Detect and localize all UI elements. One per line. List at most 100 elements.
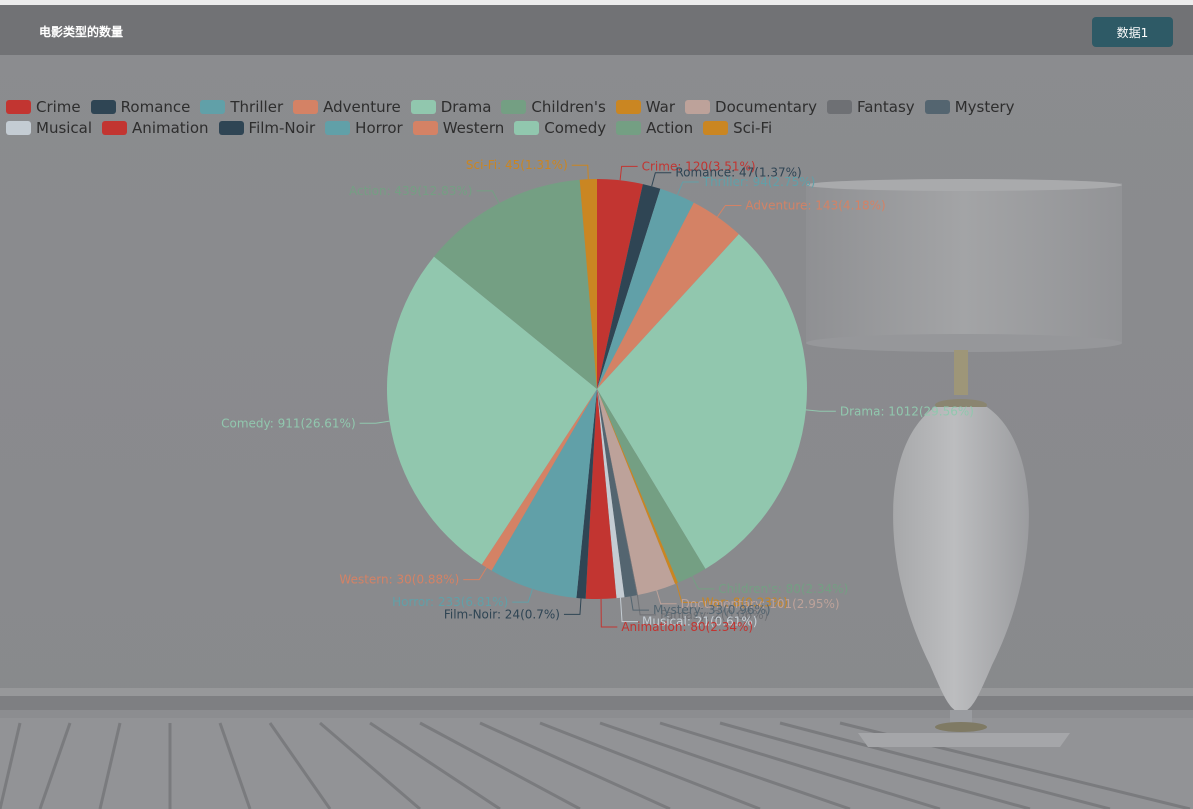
leader-line-adventure: [716, 204, 742, 218]
pie-slice-sci-fi[interactable]: [579, 179, 597, 389]
pie-slice-documentary[interactable]: [597, 389, 676, 596]
pie-slice-children-s[interactable]: [597, 389, 706, 583]
data-label-crime: Crime: 120(3.51%): [642, 159, 756, 173]
legend-item-romance[interactable]: Romance: [90, 97, 191, 116]
legend-label: Animation: [132, 118, 209, 137]
legend-item-drama[interactable]: Drama: [410, 98, 491, 116]
data-1-button[interactable]: 数据1: [1092, 17, 1173, 47]
legend-item-sci-fi[interactable]: Sci-Fi: [703, 119, 772, 137]
legend-label: Horror: [355, 118, 403, 137]
pie-slice-crime[interactable]: [597, 179, 643, 389]
legend-label: Western: [442, 118, 505, 137]
top-strip: [0, 0, 1193, 5]
leader-line-animation: [600, 598, 618, 628]
header-bar: 电影类型的数量 数据1: [0, 5, 1193, 55]
legend-item-crime[interactable]: Crime: [6, 98, 81, 116]
legend-item-war[interactable]: War: [615, 97, 676, 116]
legend-label: Sci-Fi: [733, 118, 773, 137]
chart-legend: Crime Romance Thriller Adventure Drama Childr…: [6, 96, 1014, 138]
legend-swatch: [6, 120, 31, 135]
legend-swatch: [218, 120, 244, 135]
leader-line-western: [463, 567, 488, 581]
data-label-thriller: Thriller: 94(2.75%): [702, 175, 816, 189]
leader-line-war: [676, 583, 698, 603]
pie-labels: Crime: 120(3.51%)Romance: 47(1.37%)Thril…: [221, 158, 974, 634]
legend-swatch: [826, 99, 852, 114]
legend-swatch: [685, 99, 711, 114]
legend-item-thriller[interactable]: Thriller: [200, 98, 283, 116]
leader-line-fantasy: [636, 595, 657, 616]
legend-swatch: [412, 120, 438, 135]
pie-slices: [386, 179, 807, 599]
leader-line-sci-fi: [571, 164, 589, 180]
leader-line-documentary: [656, 590, 677, 605]
pie-slice-adventure[interactable]: [597, 202, 739, 389]
data-label-adventure: Adventure: 143(4.18%): [745, 198, 885, 212]
legend-swatch: [924, 99, 950, 114]
pie-slice-comedy[interactable]: [386, 256, 597, 565]
leader-line-drama: [805, 409, 836, 412]
legend-label: War: [645, 97, 676, 116]
leader-line-romance: [651, 172, 672, 187]
legend-swatch: [703, 120, 729, 135]
pie-slice-animation[interactable]: [585, 389, 617, 599]
data-label-film-noir: Film-Noir: 24(0.7%): [444, 607, 560, 621]
legend-label: Comedy: [544, 118, 607, 137]
legend-label: Documentary: [715, 97, 817, 116]
legend-swatch: [410, 99, 436, 114]
leader-line-horror: [512, 588, 534, 603]
legend-swatch: [501, 99, 527, 114]
pie-slice-romance[interactable]: [597, 184, 661, 389]
legend-swatch: [6, 99, 31, 114]
legend-swatch: [325, 120, 351, 135]
legend-label: Film-Noir: [248, 118, 316, 137]
pie-slice-thriller[interactable]: [597, 188, 694, 389]
legend-label: Romance: [120, 97, 191, 116]
legend-item-fantasy[interactable]: Fantasy: [826, 97, 915, 116]
pie-slice-fantasy[interactable]: [597, 389, 638, 596]
leader-line-comedy: [359, 420, 390, 424]
pie-slice-mystery[interactable]: [597, 389, 638, 598]
leader-line-thriller: [676, 181, 699, 196]
legend-item-documentary[interactable]: Documentary: [685, 98, 817, 116]
legend-swatch: [90, 99, 116, 114]
legend-item-western[interactable]: Western: [412, 118, 505, 137]
pie-slice-drama[interactable]: [597, 234, 807, 569]
leader-line-musical: [619, 597, 639, 623]
legend-label: Fantasy: [856, 97, 915, 116]
data-label-mystery: Mystery: 33(0.96%): [653, 603, 771, 617]
legend-item-horror[interactable]: Horror: [325, 119, 403, 137]
data-label-war: War: 8(0.23%): [702, 595, 788, 609]
legend-item-children-s[interactable]: Children's: [501, 98, 606, 116]
legend-swatch: [514, 120, 540, 135]
legend-swatch: [102, 120, 128, 135]
data-label-horror: Horror: 233(6.81%): [392, 595, 508, 609]
legend-row: Musical Animation Film-Noir Horror Western Co…: [6, 117, 1006, 138]
legend-swatch: [615, 99, 641, 114]
data-label-romance: Romance: 47(1.37%): [675, 166, 801, 180]
data-label-documentary: Documentary: 101(2.95%): [681, 597, 840, 611]
legend-item-animation[interactable]: Animation: [102, 118, 209, 137]
data-label-action: Action: 439(12.83%): [349, 184, 472, 198]
leader-line-mystery: [630, 596, 650, 611]
pie-slice-horror[interactable]: [491, 389, 597, 598]
pie-slice-war[interactable]: [597, 389, 678, 584]
legend-label: Crime: [36, 97, 81, 116]
pie-slice-action[interactable]: [434, 179, 597, 389]
legend-item-film-noir[interactable]: Film-Noir: [218, 118, 316, 137]
legend-label: Mystery: [954, 97, 1015, 116]
pie-slice-film-noir[interactable]: [576, 389, 597, 599]
legend-swatch: [200, 99, 226, 114]
legend-item-adventure[interactable]: Adventure: [293, 98, 401, 116]
legend-item-action[interactable]: Action: [616, 119, 693, 137]
legend-label: Adventure: [323, 97, 401, 116]
pie-slice-musical[interactable]: [597, 389, 625, 599]
legend-item-musical[interactable]: Musical: [6, 119, 92, 137]
legend-row: Crime Romance Thriller Adventure Drama Childr…: [6, 96, 1014, 117]
data-label-children-s: Children's: 80(2.34%): [718, 582, 848, 596]
legend-item-comedy[interactable]: Comedy: [514, 119, 606, 137]
pie-slice-western[interactable]: [481, 389, 597, 571]
legend-swatch: [293, 99, 319, 114]
leader-line-action: [476, 190, 500, 204]
legend-item-mystery[interactable]: Mystery: [924, 97, 1015, 116]
